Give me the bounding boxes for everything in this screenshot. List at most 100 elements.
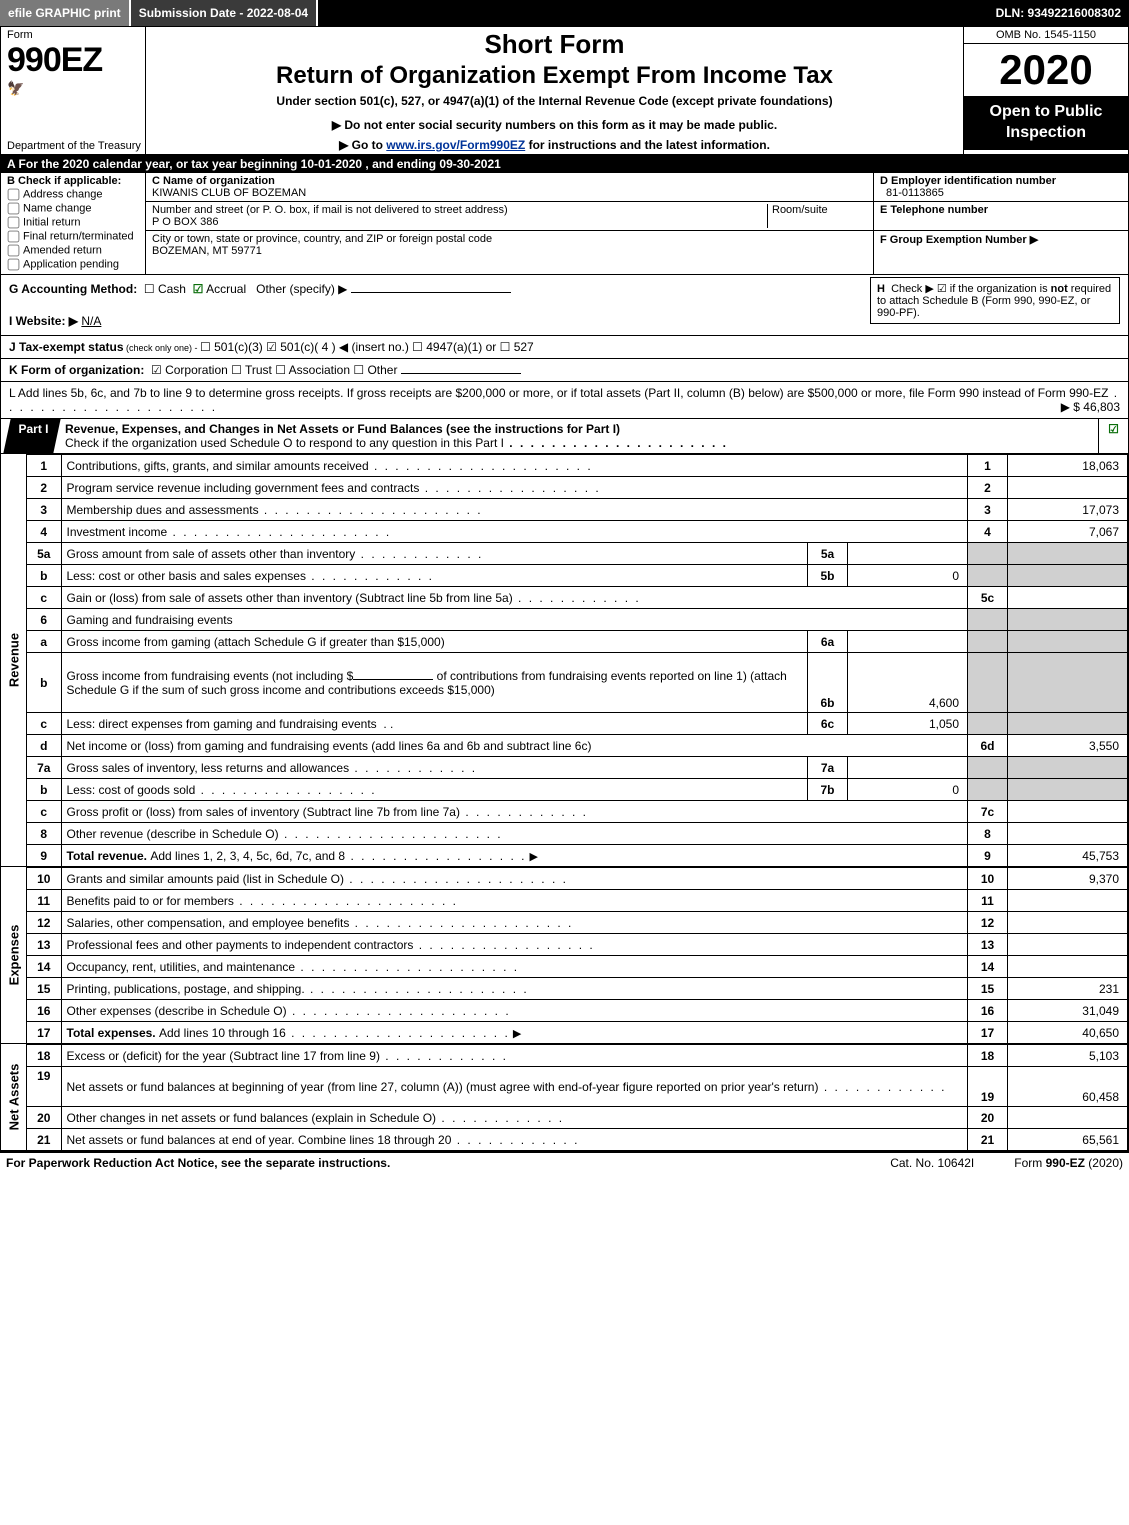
table-row: 18Excess or (deficit) for the year (Subt… [27,1045,1128,1067]
line-num: 21 [27,1129,61,1151]
cb-initial-return-input[interactable] [8,217,20,229]
year-cell: OMB No. 1545-1150 2020 Open to Public In… [963,27,1128,154]
line-desc-text: Grants and similar amounts paid (list in… [67,872,344,886]
table-row: 11Benefits paid to or for members11 [27,890,1128,912]
org-street-block: Number and street (or P. O. box, if mail… [146,202,873,231]
line-val-shade [1008,713,1128,735]
line-dots [349,761,477,775]
g-label: G Accounting Method: [9,282,137,296]
line-val-shade [1008,543,1128,565]
cb-name-change-input[interactable] [8,203,20,215]
cb-initial-return[interactable]: Initial return [7,216,139,229]
submission-date-button[interactable]: Submission Date - 2022-08-04 [131,0,318,26]
expenses-body: 10Grants and similar amounts paid (list … [27,867,1128,1044]
netassets-section: Net Assets 18Excess or (deficit) for the… [1,1044,1128,1151]
accrual-check-icon: ☑ [193,282,204,296]
line-ref: 15 [968,978,1008,1000]
org-name-block: C Name of organization KIWANIS CLUB OF B… [146,173,873,202]
section-d-e-f: D Employer identification number 81-0113… [873,173,1128,274]
line-dots [345,849,526,863]
line-ref: 9 [968,845,1008,867]
line-subref: 5b [808,565,848,587]
table-row: 20Other changes in net assets or fund ba… [27,1107,1128,1129]
line-dots [167,525,391,539]
line-desc-text: Membership dues and assessments [67,503,259,517]
line-val: 40,650 [1008,1022,1128,1044]
line-desc-text: Less: direct expenses from gaming and fu… [67,717,377,731]
period-bar: A For the 2020 calendar year, or tax yea… [1,155,1128,173]
line-dots [344,872,568,886]
line-subval: 0 [848,779,968,801]
open-to-public: Open to Public Inspection [964,96,1128,150]
line-subval [848,757,968,779]
line-desc: Net income or (loss) from gaming and fun… [61,735,968,757]
line-val-shade [1008,779,1128,801]
line-val [1008,477,1128,499]
line-desc: Salaries, other compensation, and employ… [61,912,968,934]
room-suite-label: Room/suite [767,204,867,228]
line-dots [287,1004,511,1018]
cb-name-change[interactable]: Name change [7,202,139,215]
line-num: 9 [27,845,61,867]
cb-final-return-text: Final return/terminated [23,230,134,242]
line-desc: Investment income [61,521,968,543]
line-desc: Less: cost or other basis and sales expe… [61,565,808,587]
line-desc-text: Contributions, gifts, grants, and simila… [67,459,369,473]
line-val: 9,370 [1008,868,1128,890]
line-ref: 7c [968,801,1008,823]
line-ref-shade [968,631,1008,653]
line-val-shade [1008,757,1128,779]
line-desc: Other revenue (describe in Schedule O) [61,823,968,845]
table-row: dNet income or (loss) from gaming and fu… [27,735,1128,757]
cb-address-change-input[interactable] [8,189,20,201]
cb-application-pending-text: Application pending [23,258,119,270]
footer-left: For Paperwork Reduction Act Notice, see … [6,1156,890,1170]
section-c-org: C Name of organization KIWANIS CLUB OF B… [146,173,873,274]
line-ref: 21 [968,1129,1008,1151]
line-desc: Gross profit or (loss) from sales of inv… [61,801,968,823]
line-val [1008,956,1128,978]
line-desc: Benefits paid to or for members [61,890,968,912]
org-name: KIWANIS CLUB OF BOZEMAN [152,187,306,199]
line-dots [436,1111,564,1125]
efile-print-button[interactable]: efile GRAPHIC print [0,0,131,26]
line-ref: 3 [968,499,1008,521]
cb-amended-return-input[interactable] [8,245,20,257]
cb-amended-return[interactable]: Amended return [7,244,139,257]
table-row: 12Salaries, other compensation, and empl… [27,912,1128,934]
line-desc-text: Program service revenue including govern… [67,481,420,495]
expenses-vlabel: Expenses [1,867,27,1044]
line-val-shade [1008,565,1128,587]
cb-amended-return-text: Amended return [23,244,102,256]
line-dots [295,960,519,974]
l-value: ▶ $ 46,803 [1061,400,1120,414]
table-row: 2Program service revenue including gover… [27,477,1128,499]
ein-label: D Employer identification number [880,175,1056,187]
line-ref: 19 [968,1067,1008,1107]
line-ref: 13 [968,934,1008,956]
footer: For Paperwork Reduction Act Notice, see … [0,1152,1129,1173]
cb-application-pending[interactable]: Application pending [7,258,139,271]
cb-application-pending-input[interactable] [8,259,20,271]
line-desc: Other changes in net assets or fund bala… [61,1107,968,1129]
line-desc: Net assets or fund balances at beginning… [61,1067,968,1107]
table-row: 13Professional fees and other payments t… [27,934,1128,956]
table-row: 15 Printing, publications, postage, and s… [27,978,1128,1000]
line-dots [369,459,593,473]
topbar-spacer [318,0,987,26]
irs-link[interactable]: www.irs.gov/Form990EZ [386,138,525,152]
line-num: 4 [27,521,61,543]
table-row: bLess: cost or other basis and sales exp… [27,565,1128,587]
line-ref: 18 [968,1045,1008,1067]
line-desc-text: Printing, publications, postage, and shi… [67,982,305,996]
section-b-label: B Check if applicable: [7,175,121,187]
line-desc-text: Benefits paid to or for members [67,894,234,908]
j-label: J Tax-exempt status [9,340,124,354]
section-j-block: J Tax-exempt status (check only one) - ☐… [1,336,1128,359]
line-ref: 11 [968,890,1008,912]
cb-final-return[interactable]: Final return/terminated [7,230,139,243]
line-dots [195,783,376,797]
table-row: 4Investment income47,067 [27,521,1128,543]
cb-final-return-input[interactable] [8,231,20,243]
cb-address-change[interactable]: Address change [7,188,139,201]
